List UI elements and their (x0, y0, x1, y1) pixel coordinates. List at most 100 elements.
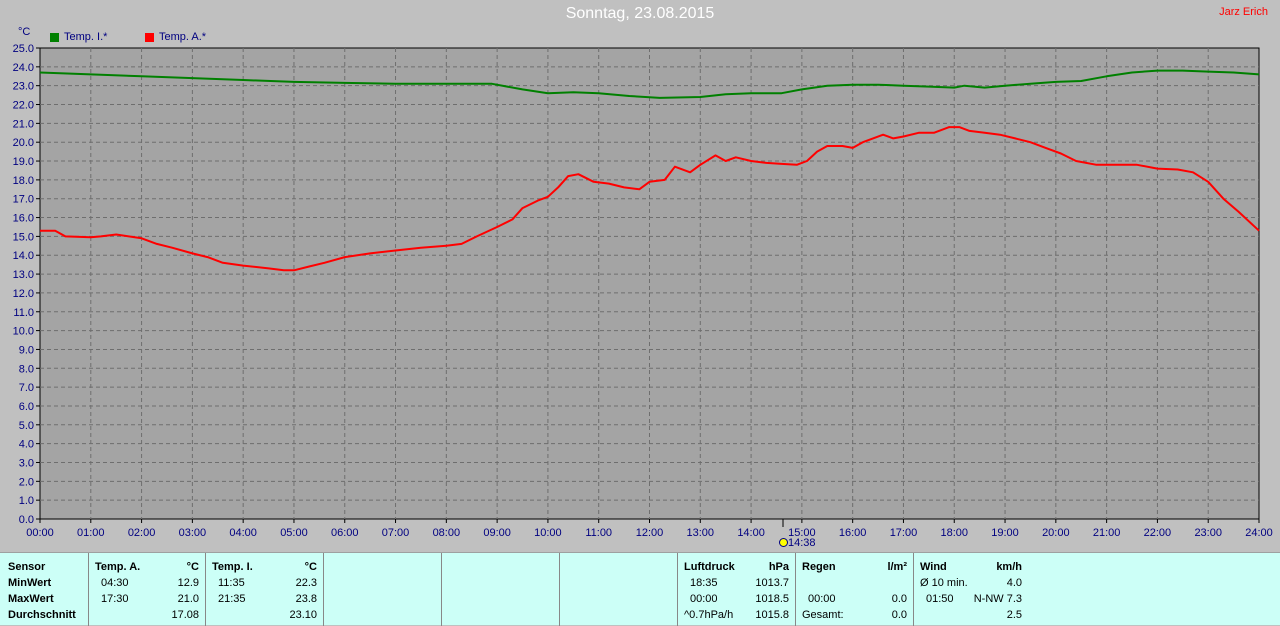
y-tick-label: 5.0 (19, 420, 34, 432)
label-sensor: Sensor (8, 561, 46, 573)
y-unit-label: °C (18, 26, 31, 38)
legend-swatch (50, 32, 59, 42)
wind-avg-label: Ø 10 min. (920, 577, 968, 589)
rain-total-label: Gesamt: (802, 609, 844, 621)
x-tick-label: 17:00 (890, 527, 918, 539)
stats-row-labels: Sensor MinWert MaxWert Durchschnitt (0, 553, 89, 626)
x-tick-label: 23:00 (1194, 527, 1222, 539)
pressure-title: Luftdruck (684, 561, 735, 573)
y-tick-label: 18.0 (13, 175, 34, 187)
temp-a-min-val: 12.9 (177, 577, 199, 589)
wind-unit: km/h (996, 561, 1022, 573)
temp-i-unit: °C (304, 561, 317, 573)
y-tick-label: 9.0 (19, 344, 34, 356)
temp-a-avg: 17.08 (171, 609, 199, 621)
y-tick-label: 14.0 (13, 250, 34, 262)
y-tick-label: 3.0 (19, 457, 34, 469)
y-tick-label: 17.0 (13, 194, 34, 206)
x-tick-label: 19:00 (991, 527, 1019, 539)
temp-a-unit: °C (186, 561, 199, 573)
y-tick-label: 16.0 (13, 213, 34, 225)
stats-col-empty (442, 553, 560, 626)
rain-total-val: 0.0 (891, 609, 907, 621)
y-tick-label: 15.0 (13, 231, 34, 243)
x-tick-label: 13:00 (687, 527, 715, 539)
temp-a-min-time: 04:30 (101, 577, 129, 589)
x-tick-label: 07:00 (382, 527, 410, 539)
wind-title: Wind (920, 561, 947, 573)
pressure-r2-time: 00:00 (690, 593, 718, 605)
x-tick-label: 10:00 (534, 527, 562, 539)
pressure-trend-label: ^0.7hPa/h (684, 609, 734, 621)
x-tick-label: 11:00 (585, 527, 612, 539)
x-tick-label: 01:00 (77, 527, 105, 539)
pressure-r1-time: 18:35 (690, 577, 718, 589)
y-axis-ticks: 0.0 1.0 2.0 3.0 4.0 5.0 6.0 7.0 8.0 9.0 10.0 11.0 12… (13, 43, 40, 526)
temp-i-max-val: 23.8 (295, 593, 317, 605)
x-tick-label: 03:00 (179, 527, 207, 539)
y-tick-label: 24.0 (13, 62, 34, 74)
x-tick-label: 08:00 (433, 527, 461, 539)
legend-label: Temp. I.* (64, 31, 108, 43)
x-axis-ticks: 00:00 01:00 02:00 03:00 04:00 05:00 06:00 07:00… (26, 519, 1273, 539)
x-tick-label: 12:00 (636, 527, 664, 539)
y-tick-label: 22.0 (13, 100, 34, 112)
y-tick-label: 8.0 (19, 363, 34, 375)
rain-title: Regen (802, 561, 836, 573)
temp-i-title: Temp. I. (212, 561, 253, 573)
chart-title: Sonntag, 23.08.2015 (565, 5, 715, 22)
temperature-chart: 0.0 1.0 2.0 3.0 4.0 5.0 6.0 7.0 8.0 9.0 10.0 11.0 12… (13, 43, 1273, 539)
wind-r3-val: 2.5 (1006, 609, 1022, 621)
sun-icon (779, 538, 788, 547)
y-tick-label: 25.0 (13, 43, 34, 55)
series-line-temp-a (40, 126, 1260, 272)
y-tick-label: 10.0 (13, 326, 34, 338)
label-durchschnitt: Durchschnitt (8, 609, 76, 621)
label-maxwert: MaxWert (8, 593, 54, 605)
y-tick-label: 23.0 (13, 81, 34, 93)
temp-a-max-val: 21.0 (177, 593, 199, 605)
y-tick-label: 11.0 (13, 307, 34, 319)
x-tick-label: 24:00 (1245, 527, 1273, 539)
legend-item-temp-i: Temp. I.* (50, 31, 107, 43)
temp-a-max-time: 17:30 (101, 593, 129, 605)
x-tick-label: 16:00 (839, 527, 867, 539)
x-tick-label: 06:00 (331, 527, 359, 539)
legend-swatch (145, 32, 154, 42)
x-tick-label: 09:00 (483, 527, 511, 539)
wind-max-time: 01:50 (926, 593, 954, 605)
current-time-label: 14:38 (788, 537, 816, 549)
series-line-temp-i (39, 69, 1260, 99)
stats-col-temp-a: Temp. A. °C 04:30 12.9 17:30 21.0 17.08 (89, 553, 206, 626)
rain-r2-time: 00:00 (808, 593, 836, 605)
author-label: Jarz Erich (1219, 6, 1268, 18)
series-lines (39, 69, 1260, 272)
rain-r2-val: 0.0 (891, 593, 907, 605)
pressure-r1-val: 1013.7 (755, 577, 789, 589)
y-tick-label: 7.0 (19, 382, 34, 394)
temp-a-title: Temp. A. (95, 561, 141, 573)
stats-col-empty (560, 553, 678, 626)
pressure-unit: hPa (768, 561, 789, 573)
x-tick-label: 02:00 (128, 527, 156, 539)
legend-item-temp-a: Temp. A.* (145, 31, 206, 43)
temp-i-max-time: 21:35 (218, 593, 246, 605)
x-tick-label: 21:00 (1093, 527, 1121, 539)
legend-label: Temp. A.* (159, 31, 207, 43)
grid-lines (40, 48, 1259, 519)
current-time-marker: 14:38 (779, 537, 816, 549)
y-tick-label: 20.0 (13, 137, 34, 149)
pressure-r3-val: 1015.8 (755, 609, 789, 621)
rain-unit: l/m² (887, 561, 907, 573)
wind-max-val: N-NW 7.3 (973, 593, 1022, 605)
x-tick-label: 15:00 (788, 527, 816, 539)
stats-col-pressure: Luftdruck hPa 18:35 1013.7 00:00 1018.5 … (678, 553, 796, 626)
stats-table: Sensor MinWert MaxWert Durchschnitt Temp… (0, 552, 1280, 626)
y-tick-label: 13.0 (13, 269, 34, 281)
y-tick-label: 19.0 (13, 156, 34, 168)
x-tick-label: 00:00 (26, 527, 54, 539)
stats-col-wind: Wind km/h Ø 10 min. 4.0 01:50 N-NW 7.3 2… (914, 553, 1030, 626)
pressure-r2-val: 1018.5 (755, 593, 789, 605)
x-tick-label: 05:00 (280, 527, 308, 539)
stats-col-rain: Regen l/m² 00:00 0.0 Gesamt: 0.0 (796, 553, 914, 626)
